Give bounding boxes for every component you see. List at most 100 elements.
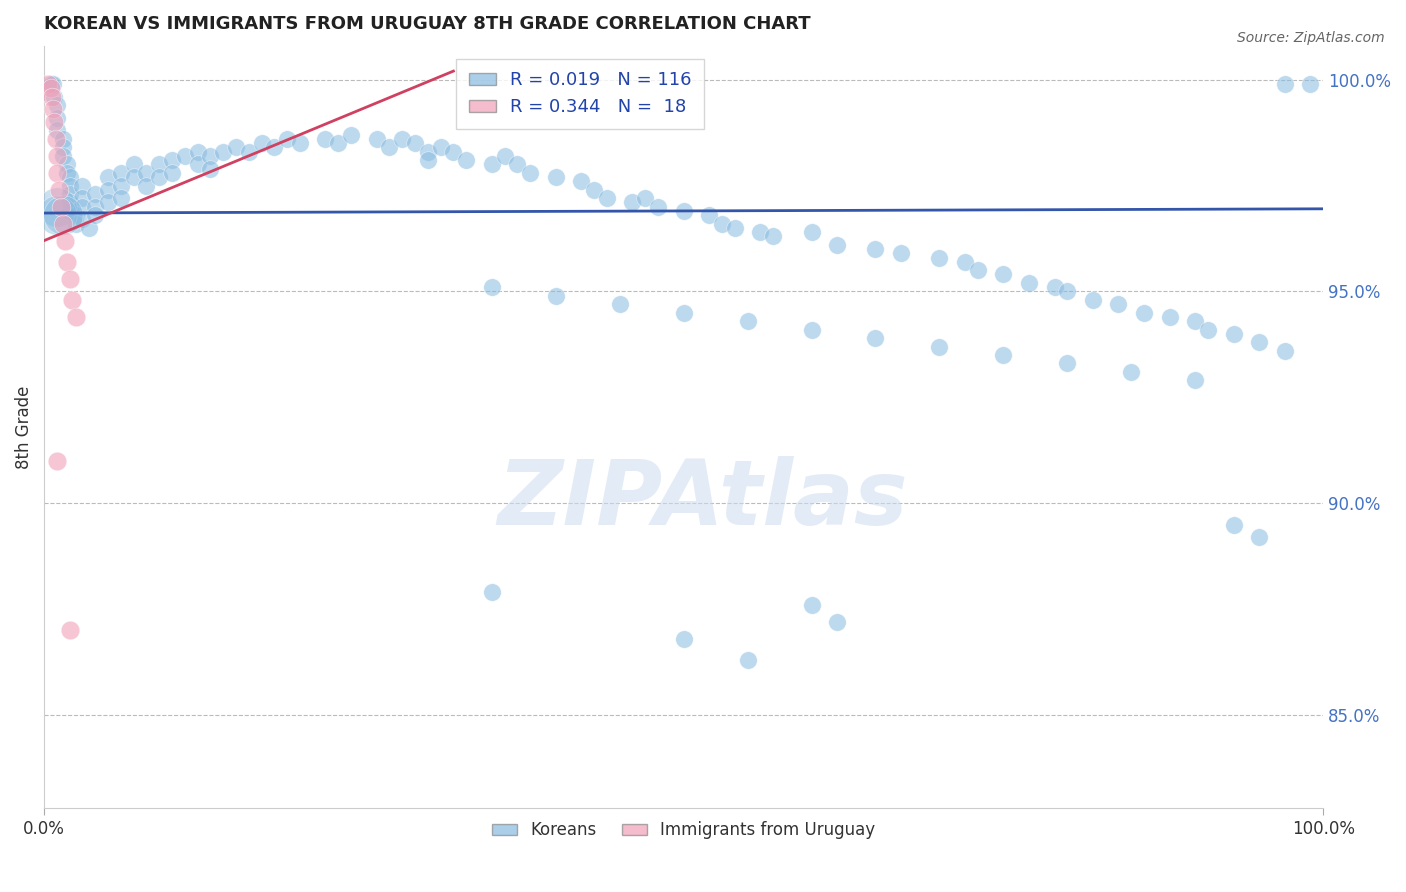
Point (148, 169, 170, 184)
Point (621, 195, 644, 210)
Point (800, 322, 823, 336)
Point (1184, 374, 1206, 388)
Point (1043, 280, 1066, 294)
Point (825, 615, 848, 629)
Point (59, 624, 82, 638)
Point (1056, 357, 1078, 371)
Point (928, 339, 950, 353)
Point (1056, 285, 1078, 299)
Point (672, 632, 695, 646)
Point (711, 217, 734, 231)
Point (110, 166, 132, 180)
Point (672, 305, 695, 319)
Point (737, 314, 759, 328)
Point (45, 149, 67, 163)
Point (45, 123, 67, 137)
Point (135, 166, 157, 180)
Point (1121, 365, 1143, 379)
Point (59, 195, 82, 210)
Point (749, 225, 772, 239)
Point (441, 145, 464, 159)
Point (187, 157, 209, 171)
Point (45, 132, 67, 146)
Point (97, 183, 120, 197)
Point (39, 81, 62, 95)
Point (993, 268, 1015, 282)
Point (506, 157, 529, 171)
Point (378, 140, 401, 154)
Point (84, 186, 107, 201)
Point (825, 237, 848, 252)
Point (45, 98, 67, 112)
Point (225, 140, 247, 154)
Point (160, 153, 183, 167)
Point (391, 132, 413, 146)
Point (494, 149, 516, 163)
Text: Source: ZipAtlas.com: Source: ZipAtlas.com (1237, 31, 1385, 45)
Point (865, 331, 887, 345)
Point (212, 145, 235, 159)
Point (53, 234, 76, 248)
Point (187, 145, 209, 159)
Point (44, 89, 66, 103)
Point (1222, 517, 1244, 532)
Point (122, 169, 145, 184)
Point (800, 225, 823, 239)
Point (49, 200, 72, 214)
Point (44, 115, 66, 129)
Point (634, 191, 657, 205)
Point (481, 157, 503, 171)
Point (250, 136, 273, 150)
Point (647, 200, 669, 214)
Point (609, 297, 631, 311)
Point (59, 203, 82, 218)
Point (52, 140, 75, 154)
Point (41, 89, 63, 103)
Point (1081, 293, 1104, 307)
Point (59, 169, 82, 184)
Point (45, 208, 67, 222)
Point (1249, 530, 1271, 544)
Point (173, 149, 195, 163)
Point (928, 251, 950, 265)
Point (72, 200, 94, 214)
Point (966, 263, 988, 277)
Point (110, 178, 132, 193)
Point (42, 102, 65, 116)
Point (52, 208, 75, 222)
Point (993, 348, 1015, 362)
Point (544, 169, 567, 184)
Point (800, 598, 823, 612)
Point (65, 310, 87, 324)
Point (72, 178, 94, 193)
Point (416, 153, 439, 167)
Point (1133, 305, 1156, 319)
Point (59, 178, 82, 193)
Point (238, 145, 260, 159)
Point (583, 183, 606, 197)
Point (762, 229, 785, 244)
Point (1018, 276, 1040, 290)
Point (1184, 314, 1206, 328)
Point (37, 77, 59, 91)
Point (72, 191, 94, 205)
Point (596, 191, 619, 205)
Point (697, 208, 720, 222)
Point (276, 132, 298, 146)
Point (544, 288, 567, 302)
Point (77, 220, 100, 235)
Point (890, 246, 912, 260)
Point (366, 132, 388, 146)
Point (56, 254, 79, 268)
Point (481, 585, 503, 599)
Point (60, 293, 83, 307)
Point (315, 132, 337, 146)
Point (737, 653, 759, 667)
Point (65, 208, 87, 222)
Point (45, 166, 67, 180)
Point (122, 157, 145, 171)
Point (97, 169, 120, 184)
Point (953, 254, 976, 268)
Point (52, 217, 75, 231)
Point (519, 166, 541, 180)
